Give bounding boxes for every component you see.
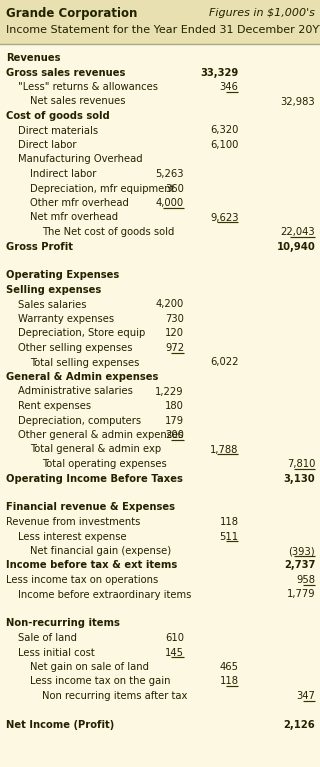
Text: Other selling expenses: Other selling expenses — [18, 343, 133, 353]
Text: (393): (393) — [289, 546, 315, 556]
Text: Less initial cost: Less initial cost — [18, 647, 95, 657]
Text: 33,329: 33,329 — [200, 67, 238, 77]
Text: Depreciation, Store equip: Depreciation, Store equip — [18, 328, 145, 338]
Text: 465: 465 — [220, 662, 238, 672]
Text: 360: 360 — [165, 183, 184, 193]
Text: 1,779: 1,779 — [287, 590, 315, 600]
Text: Income Statement for the Year Ended 31 December 20YY: Income Statement for the Year Ended 31 D… — [6, 25, 320, 35]
Text: Net gain on sale of land: Net gain on sale of land — [30, 662, 149, 672]
Text: 730: 730 — [165, 314, 184, 324]
Text: 6,320: 6,320 — [210, 126, 238, 136]
Text: Manufacturing Overhead: Manufacturing Overhead — [18, 154, 143, 164]
Text: Direct materials: Direct materials — [18, 126, 98, 136]
Text: Rent expenses: Rent expenses — [18, 401, 91, 411]
Bar — [0, 0, 320, 44]
Text: Total operating expenses: Total operating expenses — [43, 459, 167, 469]
Text: Non recurring items after tax: Non recurring items after tax — [43, 691, 188, 701]
Text: 22,043: 22,043 — [281, 227, 315, 237]
Text: 511: 511 — [219, 532, 238, 542]
Text: 9,623: 9,623 — [210, 212, 238, 222]
Text: Selling expenses: Selling expenses — [6, 285, 101, 295]
Text: 179: 179 — [165, 416, 184, 426]
Text: 346: 346 — [220, 82, 238, 92]
Text: Income before extraordinary items: Income before extraordinary items — [18, 590, 192, 600]
Text: 200: 200 — [165, 430, 184, 440]
Text: 6,100: 6,100 — [210, 140, 238, 150]
Text: 5,263: 5,263 — [156, 169, 184, 179]
Text: 4,000: 4,000 — [156, 198, 184, 208]
Text: 118: 118 — [220, 517, 238, 527]
Text: Less income tax on operations: Less income tax on operations — [6, 575, 158, 585]
Text: Gross Profit: Gross Profit — [6, 242, 73, 252]
Text: Net Income (Profit): Net Income (Profit) — [6, 720, 114, 730]
Text: Sales salaries: Sales salaries — [18, 299, 87, 310]
Text: 120: 120 — [165, 328, 184, 338]
Text: Less interest expense: Less interest expense — [18, 532, 127, 542]
Text: Gross sales revenues: Gross sales revenues — [6, 67, 125, 77]
Text: Cost of goods sold: Cost of goods sold — [6, 111, 110, 121]
Text: 4,200: 4,200 — [156, 299, 184, 310]
Text: Sale of land: Sale of land — [18, 633, 77, 643]
Text: Figures in $1,000's: Figures in $1,000's — [209, 8, 315, 18]
Text: Net sales revenues: Net sales revenues — [30, 97, 126, 107]
Text: 145: 145 — [165, 647, 184, 657]
Text: "Less" returns & allowances: "Less" returns & allowances — [18, 82, 158, 92]
Text: 2,126: 2,126 — [284, 720, 315, 730]
Text: Depreciation, mfr equipment: Depreciation, mfr equipment — [30, 183, 175, 193]
Text: Operating Income Before Taxes: Operating Income Before Taxes — [6, 473, 183, 483]
Text: Financial revenue & Expenses: Financial revenue & Expenses — [6, 502, 175, 512]
Text: 118: 118 — [220, 676, 238, 686]
Text: Direct labor: Direct labor — [18, 140, 77, 150]
Text: 610: 610 — [165, 633, 184, 643]
Text: 32,983: 32,983 — [281, 97, 315, 107]
Text: 958: 958 — [296, 575, 315, 585]
Text: Grande Corporation: Grande Corporation — [6, 6, 137, 19]
Text: 6,022: 6,022 — [210, 357, 238, 367]
Text: Net financial gain (expense): Net financial gain (expense) — [30, 546, 172, 556]
Text: Total selling expenses: Total selling expenses — [30, 357, 140, 367]
Text: 3,130: 3,130 — [284, 473, 315, 483]
Text: Other general & admin expenses: Other general & admin expenses — [18, 430, 184, 440]
Text: Less income tax on the gain: Less income tax on the gain — [30, 676, 171, 686]
Text: 347: 347 — [296, 691, 315, 701]
Text: The Net cost of goods sold: The Net cost of goods sold — [43, 227, 175, 237]
Text: 972: 972 — [165, 343, 184, 353]
Text: 1,229: 1,229 — [156, 387, 184, 397]
Text: 2,737: 2,737 — [284, 561, 315, 571]
Text: Warranty expenses: Warranty expenses — [18, 314, 114, 324]
Text: Revenues: Revenues — [6, 53, 60, 63]
Text: Administrative salaries: Administrative salaries — [18, 387, 133, 397]
Text: Revenue from investments: Revenue from investments — [6, 517, 140, 527]
Text: General & Admin expenses: General & Admin expenses — [6, 372, 158, 382]
Text: Indirect labor: Indirect labor — [30, 169, 97, 179]
Text: Net mfr overhead: Net mfr overhead — [30, 212, 118, 222]
Text: Operating Expenses: Operating Expenses — [6, 271, 119, 281]
Text: 1,788: 1,788 — [210, 445, 238, 455]
Text: Depreciation, computers: Depreciation, computers — [18, 416, 141, 426]
Text: Non-recurring items: Non-recurring items — [6, 618, 120, 628]
Text: Other mfr overhead: Other mfr overhead — [30, 198, 129, 208]
Text: 180: 180 — [165, 401, 184, 411]
Text: Income before tax & ext items: Income before tax & ext items — [6, 561, 177, 571]
Text: Total general & admin exp: Total general & admin exp — [30, 445, 162, 455]
Text: 7,810: 7,810 — [287, 459, 315, 469]
Text: 10,940: 10,940 — [276, 242, 315, 252]
